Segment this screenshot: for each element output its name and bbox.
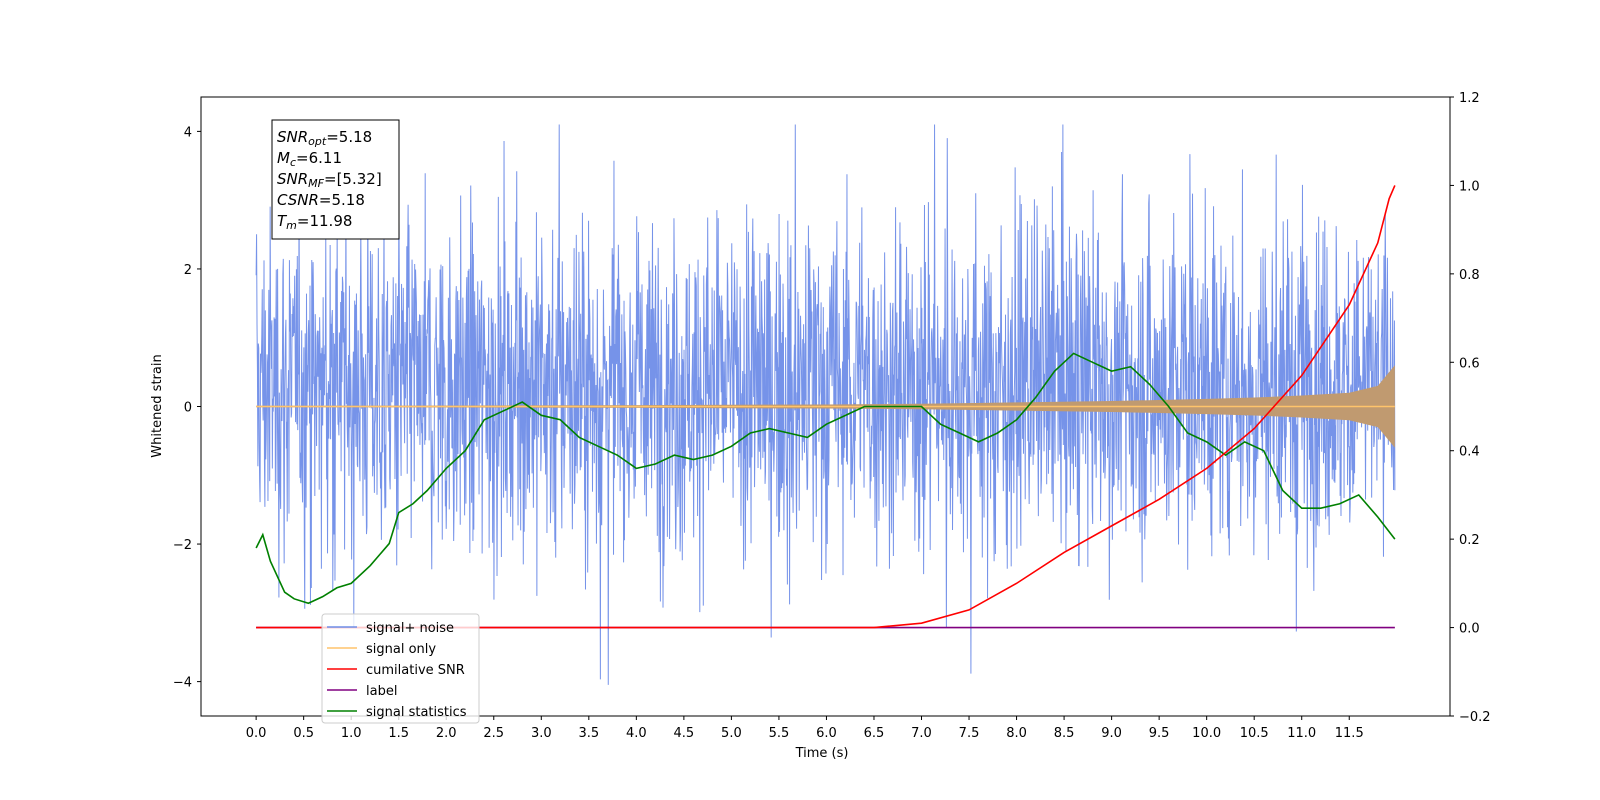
right-y-tick-label: 0.4 [1459, 445, 1480, 460]
legend-label: label [366, 684, 397, 699]
x-tick-label: 7.0 [911, 726, 932, 741]
left-y-tick-label: −2 [173, 538, 192, 553]
x-tick-label: 5.0 [721, 726, 742, 741]
left-y-tick-label: 4 [184, 125, 192, 140]
x-tick-label: 9.0 [1101, 726, 1122, 741]
x-tick-label: 8.0 [1006, 726, 1027, 741]
x-tick-label: 3.0 [531, 726, 552, 741]
right-y-tick-label: 0.8 [1459, 268, 1480, 283]
cumulative-snr-line [256, 185, 1396, 629]
right-y-tick-label: 0.2 [1459, 533, 1480, 548]
right-y-axis: 1.2 1.0 0.8 0.6 0.4 0.2 0.0 −0.2 [1450, 91, 1491, 725]
x-tick-label: 8.5 [1054, 726, 1075, 741]
legend: signal+ noise signal only cumilative SNR la… [321, 613, 480, 724]
annotation-line: SNRopt=5.18 [277, 128, 372, 148]
annotation-line: Mc=6.11 [277, 149, 342, 169]
right-y-tick-label: 0.6 [1459, 356, 1480, 371]
right-y-tick-label: −0.2 [1459, 710, 1491, 725]
y-axis-label: Whitened strain [150, 354, 165, 457]
x-tick-label: 10.0 [1192, 726, 1221, 741]
x-tick-label: 5.5 [769, 726, 790, 741]
x-tick-label: 3.5 [578, 726, 599, 741]
right-y-tick-label: 0.0 [1459, 622, 1480, 637]
left-y-tick-label: 0 [184, 401, 192, 416]
annotation-line: Tm=11.98 [277, 212, 352, 232]
x-tick-label: 2.0 [436, 726, 457, 741]
legend-label: signal+ noise [366, 621, 454, 636]
left-y-axis: 4 2 0 −2 −4 [173, 125, 201, 691]
x-tick-label: 4.5 [674, 726, 695, 741]
x-tick-label: 9.5 [1149, 726, 1170, 741]
legend-frame [321, 613, 480, 724]
signal-noise-line [255, 124, 1396, 685]
x-tick-label: 0.0 [246, 726, 267, 741]
legend-label: signal statistics [366, 705, 467, 720]
left-y-tick-label: 2 [184, 263, 192, 278]
x-axis: 0.0 0.5 1.0 1.5 2.0 2.5 3.0 3.5 4.0 4.5 5.0 5.5 6.0 6… [246, 716, 1364, 741]
annotation-line: CSNR=5.18 [277, 191, 365, 209]
x-tick-label: 6.0 [816, 726, 837, 741]
x-tick-label: 11.0 [1287, 726, 1316, 741]
x-tick-label: 7.5 [959, 726, 980, 741]
right-y-tick-label: 1.2 [1459, 91, 1480, 106]
left-y-tick-label: −4 [173, 676, 192, 691]
right-y-tick-label: 1.0 [1459, 179, 1480, 194]
x-tick-label: 1.5 [388, 726, 409, 741]
x-tick-label: 10.5 [1240, 726, 1269, 741]
signal-statistics-line [255, 352, 1396, 605]
annotation-line: SNRMF=[5.32] [277, 170, 382, 190]
x-tick-label: 6.5 [864, 726, 885, 741]
legend-label: signal only [366, 642, 436, 657]
x-tick-label: 4.0 [626, 726, 647, 741]
x-tick-label: 1.0 [341, 726, 362, 741]
legend-label: cumilative SNR [366, 663, 465, 678]
x-tick-label: 11.5 [1335, 726, 1364, 741]
x-tick-label: 0.5 [293, 726, 314, 741]
x-tick-label: 2.5 [483, 726, 504, 741]
annotation-frame [271, 119, 400, 240]
x-axis-label: Time (s) [795, 746, 849, 761]
